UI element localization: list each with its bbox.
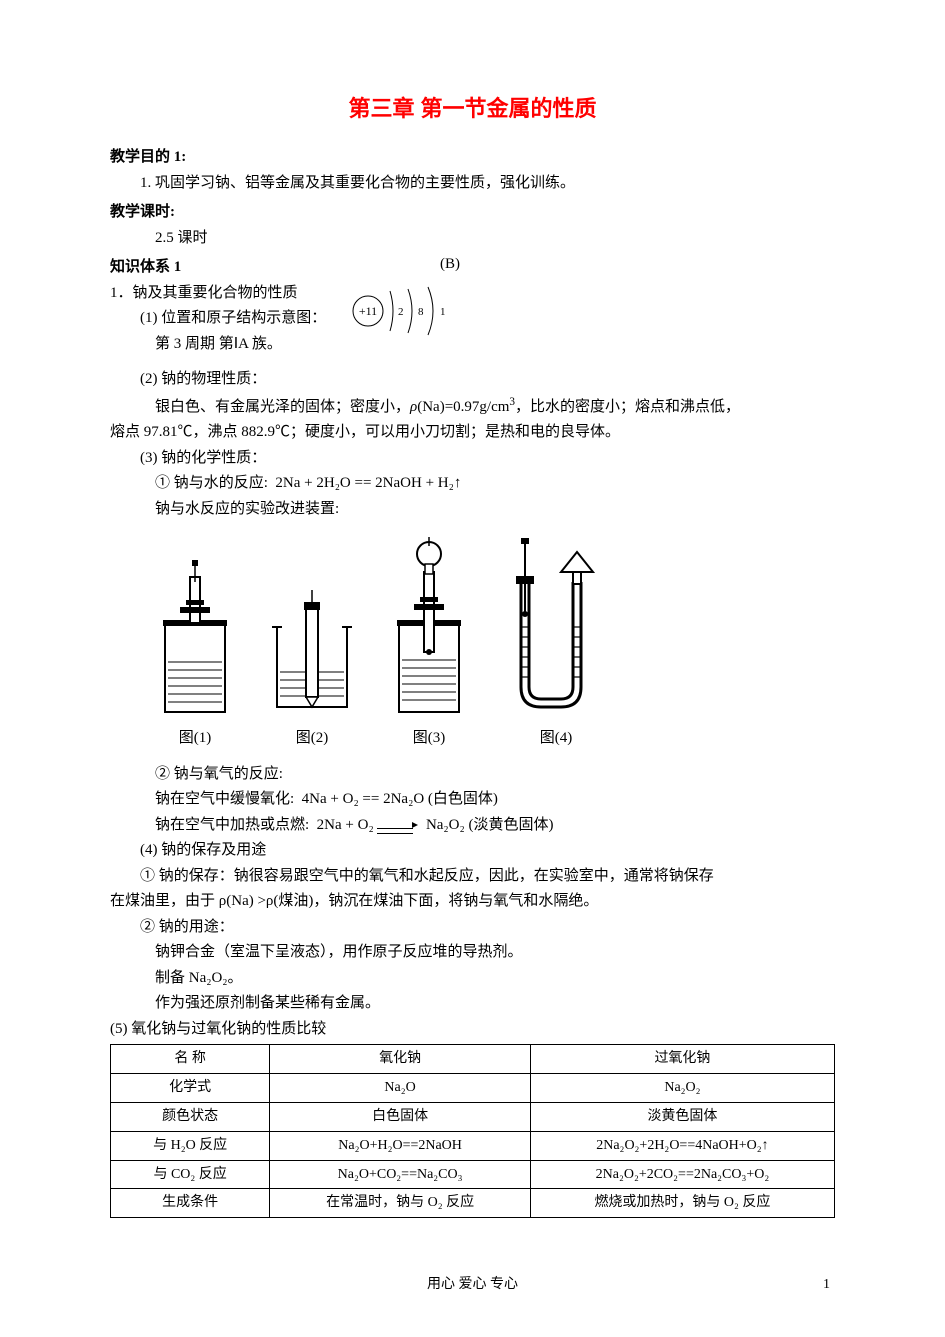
section-heading-objective: 教学目的 1:	[110, 145, 835, 171]
table-cell: Na₂O	[270, 1074, 531, 1103]
diagram-2: 图(2)	[262, 582, 362, 752]
experiment-diagrams: 图(1) 图(2)	[150, 532, 835, 752]
section-heading-hours: 教学课时:	[110, 200, 835, 226]
table-cell: 与 CO₂ 反应	[111, 1160, 270, 1189]
na-heading: 1．钠及其重要化合物的性质	[110, 281, 326, 307]
diagram-4-label: 图(4)	[540, 726, 573, 752]
page-footer: 用心 爱心 专心	[0, 1273, 945, 1297]
table-cell: 颜色状态	[111, 1102, 270, 1131]
table-cell: 与 H₂O 反应	[111, 1131, 270, 1160]
shell-2: 8	[418, 306, 424, 318]
table-cell: 2Na₂O₂+2H₂O==4NaOH+O₂↑	[530, 1131, 834, 1160]
table-cell: 淡黄色固体	[530, 1102, 834, 1131]
table-cell: 2Na₂O₂+2CO₂==2Na₂CO₃+O₂	[530, 1160, 834, 1189]
table-cell: Na₂O+H₂O==2NaOH	[270, 1131, 531, 1160]
table-cell: 燃烧或加热时，钠与 O₂ 反应	[530, 1189, 834, 1218]
compare-table: 名 称 氧化钠 过氧化钠 化学式 Na₂O Na₂O₂ 颜色状态 白色固体 淡黄…	[110, 1044, 835, 1218]
nucleus-label: +11	[359, 304, 377, 318]
table-cell: Na₂O+CO₂==Na₂CO₃	[270, 1160, 531, 1189]
table-header-cell: 氧化钠	[270, 1045, 531, 1074]
na-s1-text: 第 3 周期 第ⅠA 族。	[110, 332, 326, 358]
hours-text: 2.5 课时	[110, 226, 835, 252]
diagram-4: 图(4)	[496, 532, 616, 752]
na-s1-heading: (1) 位置和原子结构示意图：	[110, 306, 326, 332]
diagram-3: 图(3)	[384, 532, 474, 752]
shell-3: 1	[440, 306, 446, 318]
page-title: 第三章 第一节金属的性质	[110, 90, 835, 127]
na-storage-text-2: 在煤油里，由于 ρ(Na) >ρ(煤油)，钠沉在煤油下面，将钠与氧气和水隔绝。	[110, 889, 835, 915]
diagram-1-label: 图(1)	[179, 726, 212, 752]
section-heading-knowledge: 知识体系 1	[110, 255, 835, 281]
table-cell: 化学式	[111, 1074, 270, 1103]
table-row: 化学式 Na₂O Na₂O₂	[111, 1074, 835, 1103]
na-use-1: 钠钾合金（室温下呈液态），用作原子反应堆的导热剂。	[110, 940, 835, 966]
na-storage-text-1: ① 钠的保存：钠很容易跟空气中的氧气和水起反应，因此，在实验室中，通常将钠保存	[110, 864, 835, 890]
table-row: 颜色状态 白色固体 淡黄色固体	[111, 1102, 835, 1131]
na-s2-text: 银白色、有金属光泽的固体；密度小，ρ(Na)=0.97g/cm3，比水的密度小；…	[110, 393, 835, 421]
na-use-2: 制备 Na₂O₂。	[110, 966, 835, 992]
table-cell: Na₂O₂	[530, 1074, 834, 1103]
diagram-2-label: 图(2)	[296, 726, 329, 752]
na-use-heading: ② 钠的用途：	[110, 915, 835, 941]
na-water-device-note: 钠与水反应的实验改进装置:	[110, 497, 835, 523]
table-header-cell: 过氧化钠	[530, 1045, 834, 1074]
na-s2-text-2: 熔点 97.81℃，沸点 882.9℃；硬度小，可以用小刀切割；是热和电的良导体…	[110, 420, 835, 446]
table-cell: 白色固体	[270, 1102, 531, 1131]
atom-structure-diagram: +11 2 8 1	[346, 281, 456, 351]
table-row: 与 H₂O 反应 Na₂O+H₂O==2NaOH 2Na₂O₂+2H₂O==4N…	[111, 1131, 835, 1160]
na-oxygen-eq2: 钠在空气中加热或点燃: 2Na + O₂ Na₂O₂ (淡黄色固体)	[110, 813, 835, 839]
table-header-row: 名 称 氧化钠 过氧化钠	[111, 1045, 835, 1074]
level-marker-b: (B)	[440, 252, 460, 278]
na-water-reaction: ① 钠与水的反应: 2Na + 2H₂O == 2NaOH + H₂↑	[110, 471, 835, 497]
na-s4-heading: (4) 钠的保存及用途	[110, 838, 835, 864]
table-row: 与 CO₂ 反应 Na₂O+CO₂==Na₂CO₃ 2Na₂O₂+2CO₂==2…	[111, 1160, 835, 1189]
table-row: 生成条件 在常温时，钠与 O₂ 反应 燃烧或加热时，钠与 O₂ 反应	[111, 1189, 835, 1218]
table-cell: 生成条件	[111, 1189, 270, 1218]
na-heading-row: 1．钠及其重要化合物的性质 (1) 位置和原子结构示意图： 第 3 周期 第ⅠA…	[110, 281, 835, 358]
table-header-cell: 名 称	[111, 1045, 270, 1074]
na-s5-heading: (5) 氧化钠与过氧化钠的性质比较	[110, 1017, 835, 1043]
table-cell: 在常温时，钠与 O₂ 反应	[270, 1189, 531, 1218]
na-oxygen-eq1: 钠在空气中缓慢氧化: 4Na + O₂ == 2Na₂O (白色固体)	[110, 787, 835, 813]
diagram-1: 图(1)	[150, 552, 240, 752]
na-s3-heading: (3) 钠的化学性质：	[110, 446, 835, 472]
shell-1: 2	[398, 306, 404, 318]
page-number: 1	[823, 1273, 830, 1297]
na-s2-heading: (2) 钠的物理性质：	[110, 367, 835, 393]
na-oxygen-label: ② 钠与氧气的反应:	[110, 762, 835, 788]
na-use-3: 作为强还原剂制备某些稀有金属。	[110, 991, 835, 1017]
diagram-3-label: 图(3)	[413, 726, 446, 752]
objective-text: 1. 巩固学习钠、铝等金属及其重要化合物的主要性质，强化训练。	[110, 171, 835, 197]
